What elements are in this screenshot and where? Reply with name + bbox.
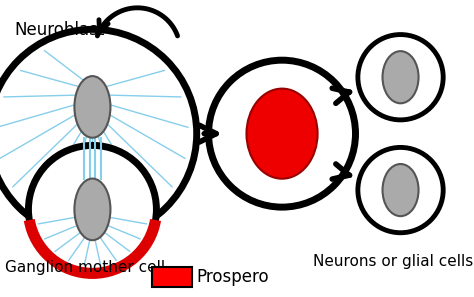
Bar: [152, 267, 192, 287]
Ellipse shape: [209, 60, 356, 207]
Text: Prospero: Prospero: [197, 268, 269, 286]
Ellipse shape: [383, 51, 419, 103]
Ellipse shape: [383, 164, 419, 216]
Ellipse shape: [28, 146, 156, 273]
Text: Ganglion mother cell: Ganglion mother cell: [5, 260, 165, 275]
Ellipse shape: [358, 34, 443, 120]
Ellipse shape: [246, 89, 318, 179]
Text: Neurons or glial cells: Neurons or glial cells: [313, 254, 473, 269]
Ellipse shape: [74, 76, 110, 138]
Text: Neuroblast: Neuroblast: [14, 21, 105, 39]
Ellipse shape: [358, 147, 443, 233]
Ellipse shape: [74, 178, 110, 240]
Ellipse shape: [0, 29, 197, 238]
